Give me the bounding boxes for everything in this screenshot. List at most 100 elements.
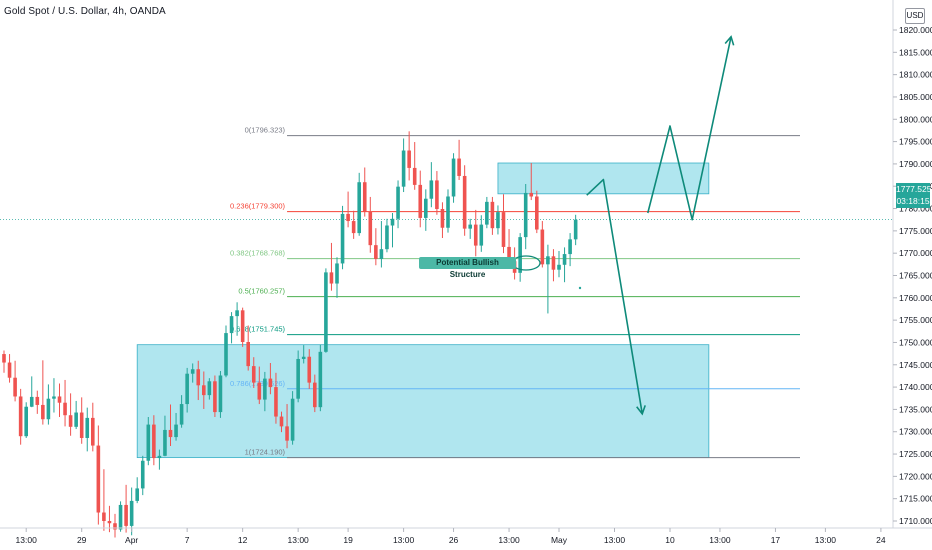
candle-body bbox=[52, 396, 56, 399]
candle-body bbox=[385, 225, 389, 250]
candle-body bbox=[324, 272, 328, 352]
candle-body bbox=[229, 316, 234, 334]
candle-body bbox=[357, 182, 361, 234]
price-tick-label: 1715.000 bbox=[899, 494, 932, 504]
candle-body bbox=[163, 429, 167, 456]
projection-path-1 bbox=[586, 178, 644, 415]
candlestick-series bbox=[2, 131, 578, 538]
candle-body bbox=[485, 201, 489, 225]
candle-body bbox=[196, 369, 201, 386]
time-tick-label: 13:00 bbox=[16, 535, 38, 545]
candle-body bbox=[462, 175, 467, 229]
candle-body bbox=[368, 211, 373, 246]
candle-body bbox=[85, 417, 90, 438]
candle-body bbox=[29, 396, 34, 407]
candle-body bbox=[490, 201, 495, 229]
candle-body bbox=[207, 381, 212, 396]
candle-body bbox=[551, 256, 556, 270]
zone-rect-2 bbox=[497, 162, 710, 195]
price-tick-label: 1725.000 bbox=[899, 449, 932, 459]
currency-button[interactable]: USD bbox=[905, 8, 925, 24]
candle-body bbox=[240, 310, 245, 343]
time-tick-label: 13:00 bbox=[815, 535, 837, 545]
candle-body bbox=[218, 375, 223, 413]
candle-body bbox=[79, 412, 84, 438]
candle-body bbox=[379, 249, 384, 259]
candle-body bbox=[362, 182, 367, 212]
projection-arrowhead-2 bbox=[724, 35, 735, 46]
price-tick-label: 1755.000 bbox=[899, 315, 932, 325]
time-tick-label: May bbox=[551, 535, 568, 545]
candle-body bbox=[57, 396, 62, 403]
time-tick-label: 26 bbox=[449, 535, 459, 545]
time-tick-label: 13:00 bbox=[393, 535, 415, 545]
candle-body bbox=[418, 184, 423, 218]
candle-body bbox=[546, 256, 550, 265]
candle-body bbox=[63, 402, 67, 416]
candle-body bbox=[329, 272, 334, 284]
time-tick-label: 12 bbox=[238, 535, 248, 545]
time-axis[interactable]: 13:00 29 Apr 7 12 13:00 19 13:00 26 13:00 May 13:00… bbox=[0, 527, 932, 545]
time-tick-label: 10 bbox=[665, 535, 675, 545]
time-tick-label: 13:00 bbox=[709, 535, 731, 545]
candle-body bbox=[168, 429, 173, 438]
price-tick-label: 1720.000 bbox=[899, 471, 932, 481]
candle-body bbox=[374, 245, 378, 259]
candle-body bbox=[407, 150, 411, 168]
fib-label-0: 0(1796.323) bbox=[245, 126, 286, 135]
candle-body bbox=[296, 358, 300, 399]
candle-body bbox=[396, 186, 400, 219]
candle-body bbox=[46, 398, 51, 420]
price-tick-label: 1750.000 bbox=[899, 337, 932, 347]
fib-label-0.5: 0.5(1760.257) bbox=[238, 287, 285, 296]
candle-body bbox=[446, 196, 450, 228]
bar-countdown: 03:18:15 bbox=[896, 196, 930, 206]
price-tick-label: 1810.000 bbox=[899, 70, 932, 80]
candle-body bbox=[146, 424, 151, 461]
candle-body bbox=[279, 416, 284, 427]
candle-body bbox=[263, 378, 267, 400]
time-tick-label: 17 bbox=[771, 535, 781, 545]
last-price-tag: 1777.525 03:18:15 bbox=[896, 183, 931, 208]
time-tick-label: 24 bbox=[876, 535, 886, 545]
fib-retracement[interactable]: 0(1796.323) 0.236(1779.300) 0.382(1768.768… bbox=[0, 126, 893, 459]
supply-demand-zones bbox=[136, 162, 710, 459]
candle-body bbox=[24, 406, 28, 437]
candle-body bbox=[285, 426, 289, 441]
candle-body bbox=[429, 180, 434, 199]
candle-body bbox=[74, 412, 78, 427]
candle-body bbox=[335, 263, 339, 284]
price-tick-label: 1740.000 bbox=[899, 382, 932, 392]
potential-bullish-structure-label: Potential Bullish Structure bbox=[419, 257, 516, 279]
candle-body bbox=[351, 221, 356, 234]
price-tick-label: 1780.000 bbox=[899, 204, 932, 214]
candle-body bbox=[213, 381, 217, 413]
candle-body bbox=[401, 150, 406, 187]
candle-body bbox=[107, 521, 112, 524]
price-tick-label: 1770.000 bbox=[899, 248, 932, 258]
price-tick-label: 1815.000 bbox=[899, 47, 932, 57]
projection-arrowhead-1 bbox=[636, 405, 646, 416]
candle-body bbox=[152, 424, 156, 459]
price-tick-label: 1730.000 bbox=[899, 427, 932, 437]
price-tick-label: 1765.000 bbox=[899, 271, 932, 281]
candle-body bbox=[290, 398, 295, 441]
candle-body bbox=[457, 158, 461, 176]
candle-body bbox=[202, 385, 206, 396]
price-tick-label: 1735.000 bbox=[899, 404, 932, 414]
fib-label-0.382: 0.382(1768.768) bbox=[230, 249, 286, 258]
candle-body bbox=[257, 382, 262, 400]
candle-body bbox=[235, 310, 239, 317]
candle-body bbox=[274, 387, 278, 417]
candle-body bbox=[113, 523, 117, 530]
candle-body bbox=[451, 158, 456, 197]
candle-body bbox=[346, 213, 350, 222]
time-tick-label: 29 bbox=[77, 535, 87, 545]
price-tick-label: 1795.000 bbox=[899, 137, 932, 147]
time-tick-label: 13:00 bbox=[604, 535, 626, 545]
candle-body bbox=[568, 239, 572, 255]
candle-body bbox=[540, 229, 545, 265]
candle-body bbox=[135, 488, 139, 501]
time-tick-label: 7 bbox=[185, 535, 190, 545]
